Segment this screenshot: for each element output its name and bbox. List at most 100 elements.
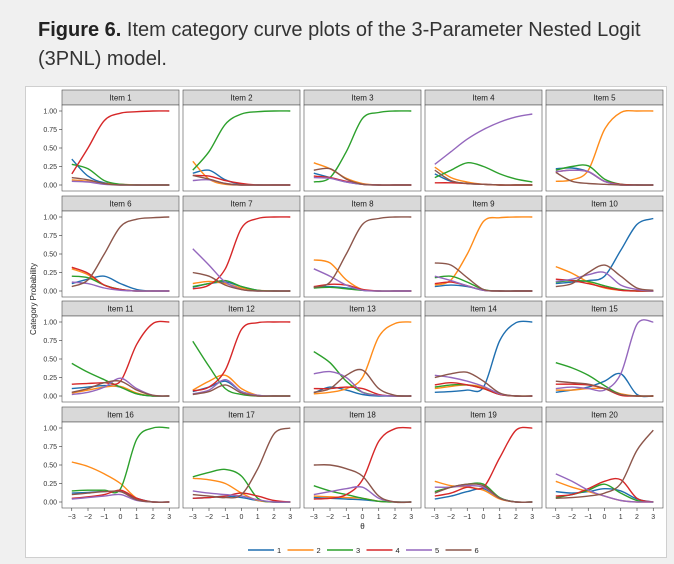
panel-9: Item 9 (424, 195, 543, 298)
x-tick-label: 3 (530, 514, 534, 521)
x-tick-label: 3 (288, 514, 292, 521)
figure-caption: Figure 6. Item category curve plots of t… (38, 16, 648, 74)
x-tick-label: −2 (205, 514, 213, 521)
series-line-5 (192, 490, 291, 503)
y-tick-label: 0.00 (43, 394, 57, 401)
panel-12: Item 12 (182, 300, 301, 403)
panel-plot-area (303, 421, 422, 509)
panel-title: Item 16 (107, 411, 134, 420)
x-tick-label: 2 (393, 514, 397, 521)
x-tick-label: 1 (135, 514, 139, 521)
series-line-4 (555, 278, 654, 292)
y-tick-label: 0.00 (43, 289, 57, 296)
panel-title: Item 14 (470, 305, 497, 314)
series-line-6 (555, 171, 654, 186)
series-line-5 (555, 271, 654, 292)
x-tick-label: 1 (498, 514, 502, 521)
y-tick-label: 0.50 (43, 146, 57, 153)
chart: Category Probability Item 1 0.00 0.25 0.50 0.… (29, 89, 664, 555)
series-line-6 (313, 167, 412, 186)
series-line-6 (434, 371, 533, 397)
series-line-4 (555, 477, 654, 503)
panel-plot-area (303, 315, 422, 403)
x-tick-label: 3 (409, 514, 413, 521)
series-line-4 (71, 110, 170, 175)
panel-plot-area (545, 104, 664, 192)
panel-13: Item 13 (303, 300, 422, 403)
panel-16: Item 16 0.00 0.25 0.50 0.75 1.00 −3 −2 −1 0 1 2 3 (43, 406, 180, 521)
x-tick-label: −1 (221, 514, 229, 521)
y-tick-label: 0.75 (43, 444, 57, 451)
x-tick-label: 2 (272, 514, 276, 521)
y-axis-title: Category Probability (29, 263, 38, 335)
series-line-6 (71, 176, 170, 186)
panel-title: Item 2 (230, 94, 253, 103)
y-tick-label: 1.00 (43, 426, 57, 433)
series-line-6 (192, 384, 291, 397)
y-tick-label: 0.75 (43, 338, 57, 345)
series-line-6 (555, 429, 654, 499)
series-line-6 (434, 483, 533, 503)
x-tick-label: −3 (552, 514, 560, 521)
y-tick-label: 1.00 (43, 109, 57, 116)
y-tick-label: 0.75 (43, 127, 57, 134)
series-line-5 (555, 319, 654, 392)
panel-6: Item 6 0.00 0.25 0.50 0.75 1.00 (43, 195, 180, 298)
series-line-3 (71, 426, 170, 494)
panel-title: Item 4 (472, 94, 495, 103)
series-line-5 (434, 113, 533, 165)
panel-title: Item 18 (349, 411, 376, 420)
series-line-6 (71, 380, 170, 397)
series-line-6 (434, 262, 533, 292)
x-tick-label: 3 (167, 514, 171, 521)
panel-4: Item 4 (424, 89, 543, 192)
x-tick-label: 2 (514, 514, 518, 521)
panel-19: Item 19 −3 −2 −1 0 1 2 3 (424, 406, 543, 521)
x-tick-label: −2 (447, 514, 455, 521)
series-line-6 (71, 490, 170, 503)
x-tick-label: 1 (619, 514, 623, 521)
x-tick-label: 0 (361, 514, 365, 521)
series-line-6 (192, 271, 291, 292)
legend-label-2: 2 (317, 546, 321, 555)
panel-17: Item 17 −3 −2 −1 0 1 2 3 (182, 406, 301, 521)
x-tick-label: 3 (651, 514, 655, 521)
panel-title: Item 13 (349, 305, 376, 314)
series-line-4 (192, 216, 291, 290)
x-tick-label: 1 (256, 514, 260, 521)
series-line-6 (71, 216, 170, 288)
panel-title: Item 12 (228, 305, 255, 314)
x-tick-label: 1 (377, 514, 381, 521)
panel-title: Item 20 (591, 411, 618, 420)
y-tick-label: 0.25 (43, 270, 57, 277)
panel-7: Item 7 (182, 195, 301, 298)
series-line-2 (313, 321, 412, 395)
panel-title: Item 15 (591, 305, 618, 314)
x-tick-label: −1 (342, 514, 350, 521)
y-tick-label: 1.00 (43, 215, 57, 222)
panel-title: Item 8 (351, 200, 374, 209)
legend-label-6: 6 (475, 546, 479, 555)
panel-10: Item 10 (545, 195, 664, 298)
panel-2: Item 2 (182, 89, 301, 192)
panel-plot-area (545, 210, 664, 298)
panel-title: Item 11 (107, 305, 134, 314)
series-line-6 (313, 368, 412, 397)
x-tick-label: 0 (240, 514, 244, 521)
y-tick-label: 0.75 (43, 233, 57, 240)
panel-title: Item 17 (228, 411, 255, 420)
y-tick-label: 0.00 (43, 183, 57, 190)
series-line-4 (192, 492, 291, 503)
x-tick-label: −2 (568, 514, 576, 521)
x-tick-label: −2 (84, 514, 92, 521)
panel-title: Item 6 (109, 200, 132, 209)
y-tick-label: 0.50 (43, 252, 57, 259)
series-line-6 (192, 427, 291, 499)
x-tick-label: −3 (310, 514, 318, 521)
x-tick-label: 2 (151, 514, 155, 521)
y-tick-label: 0.50 (43, 463, 57, 470)
series-line-2 (555, 109, 654, 182)
series-line-6 (313, 464, 412, 504)
panel-title: Item 1 (109, 94, 132, 103)
y-tick-label: 1.00 (43, 320, 57, 327)
